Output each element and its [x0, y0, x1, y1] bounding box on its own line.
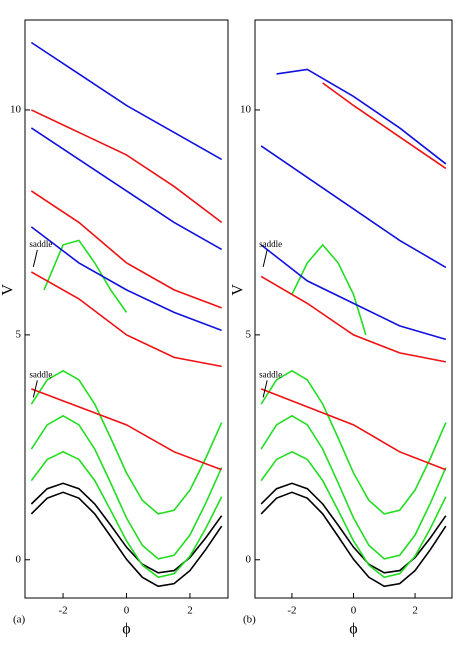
y-tick-label: 10: [240, 103, 252, 115]
panel-label: (b): [243, 614, 256, 626]
annotation: saddle: [259, 239, 282, 249]
curve: [260, 414, 447, 560]
y-tick-label: 5: [16, 328, 22, 340]
curve: [276, 68, 447, 165]
curve: [31, 388, 222, 471]
curve: [30, 190, 222, 309]
x-tick-label: -2: [287, 605, 296, 617]
curve: [260, 275, 446, 363]
x-tick-label: 0: [124, 605, 130, 617]
curve: [30, 450, 223, 579]
curve: [43, 239, 128, 313]
curve: [260, 491, 447, 588]
curve: [30, 127, 223, 251]
curve: [291, 243, 367, 336]
curve: [260, 388, 447, 471]
curve: [260, 482, 447, 574]
plot-frame: [254, 19, 453, 599]
x-tick-label: 2: [187, 605, 193, 617]
annotation-arrow: [32, 249, 38, 268]
curve: [30, 271, 222, 368]
curve: [30, 491, 223, 588]
x-axis-label: ϕ: [349, 621, 357, 638]
panel-label: (a): [13, 614, 26, 626]
curve: [30, 41, 223, 161]
curve: [322, 82, 447, 170]
annotation-arrow: [32, 380, 38, 398]
curve: [30, 414, 223, 560]
annotation-arrow: [262, 380, 268, 398]
annotation: saddle: [29, 369, 52, 379]
curve: [260, 145, 447, 269]
x-tick-label: 0: [351, 605, 357, 617]
x-tick-label: 2: [412, 605, 418, 617]
annotation-arrow: [262, 249, 268, 268]
curve: [260, 369, 447, 515]
y-tick-label: 0: [246, 553, 252, 565]
annotation: saddle: [29, 239, 52, 249]
curve: [30, 226, 222, 332]
y-tick-label: 10: [10, 103, 22, 115]
y-axis-label: V: [230, 284, 247, 296]
curve: [30, 369, 223, 515]
y-axis-label: V: [0, 284, 17, 296]
y-tick-label: 0: [16, 553, 22, 565]
curve: [31, 109, 223, 224]
plot-frame: [24, 19, 229, 599]
x-axis-label: ϕ: [122, 621, 130, 638]
x-tick-label: -2: [58, 605, 67, 617]
y-tick-label: 5: [246, 328, 252, 340]
curve: [30, 482, 223, 574]
curve: [260, 244, 447, 341]
curve: [260, 450, 447, 579]
annotation: saddle: [259, 369, 282, 379]
